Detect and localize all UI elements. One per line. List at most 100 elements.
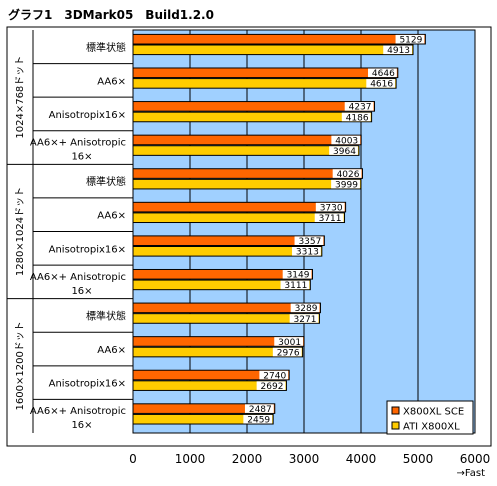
data-label-bg — [244, 404, 274, 413]
bar-ati-x800xl — [132, 44, 414, 56]
bar-x800xl-sce — [132, 235, 325, 246]
data-label-bg — [331, 179, 360, 189]
data-label: 3999 — [335, 180, 358, 190]
data-label: 3149 — [287, 271, 310, 281]
bar-x800xl-sce — [132, 101, 376, 112]
data-label: 3313 — [296, 248, 319, 258]
data-label-bg — [290, 303, 320, 313]
bar-x800xl-sce — [132, 302, 321, 314]
legend-label: ATI X800XL — [403, 422, 460, 433]
legend-swatch — [391, 421, 400, 430]
bar-ati-x800xl — [132, 78, 397, 89]
data-label: 5129 — [399, 36, 422, 46]
bar-x800xl-sce — [132, 33, 426, 45]
bar-x800xl-sce — [132, 336, 305, 347]
data-label: 2487 — [249, 405, 272, 415]
category-label: AA6× — [97, 345, 126, 356]
legend-label: X800XL SCE — [403, 407, 464, 418]
data-label-bg — [368, 68, 397, 78]
bar-ati-x800xl — [132, 212, 346, 224]
data-label-bg — [274, 337, 304, 346]
data-label-bg — [366, 79, 396, 88]
data-label: 4237 — [349, 103, 372, 113]
data-label-bg — [314, 213, 344, 223]
data-label: 2692 — [261, 382, 284, 392]
data-label: 2740 — [263, 371, 286, 381]
data-label-bg — [292, 247, 321, 256]
data-label-bg — [289, 314, 319, 323]
x-tick-label: 4000 — [346, 452, 377, 466]
category-label: Anisotropix16× — [49, 110, 126, 121]
bar-x800xl-sce — [132, 268, 313, 280]
x-tick-label: 5000 — [403, 452, 434, 466]
group-label: 1600×1200ドット — [15, 321, 26, 410]
data-label-bg — [256, 381, 286, 390]
data-label-bg — [329, 146, 358, 155]
group-label: 1024×768ドット — [15, 56, 26, 139]
category-label: AA6×+ Anisotropic — [30, 138, 126, 149]
data-label-bg — [395, 34, 425, 44]
bar-ati-x800xl — [132, 346, 304, 358]
bar-ati-x800xl — [132, 313, 320, 324]
bar-ati-x800xl — [132, 380, 287, 391]
data-label-bg — [341, 112, 371, 122]
legend-swatch — [391, 406, 400, 415]
bar-x800xl-sce — [132, 369, 290, 381]
bar-x800xl-sce — [132, 403, 276, 414]
category-label: 標準状態 — [86, 309, 126, 322]
data-label: 3357 — [298, 237, 321, 247]
group-label: 1280×1024ドット — [15, 187, 26, 276]
category-label: AA6×+ Anisotropic — [30, 272, 126, 283]
data-label: 3964 — [333, 147, 356, 157]
data-label: 3111 — [284, 281, 307, 291]
category-label-line2: 16× — [71, 420, 92, 431]
data-label: 3001 — [278, 338, 301, 348]
category-label: 標準状態 — [86, 175, 126, 188]
category-label: AA6× — [97, 211, 126, 222]
data-label: 3271 — [294, 315, 317, 325]
data-label: 4913 — [387, 46, 410, 56]
data-label: 3711 — [319, 214, 342, 224]
data-label: 4003 — [335, 136, 358, 146]
bar-ati-x800xl — [132, 178, 362, 190]
legend-box — [386, 400, 474, 435]
category-label: Anisotropix16× — [49, 244, 126, 255]
data-label-bg — [280, 280, 310, 290]
data-label: 2976 — [277, 348, 300, 358]
data-label: 4026 — [337, 170, 360, 180]
data-label: 3289 — [295, 304, 318, 314]
x-tick-label: 0 — [129, 452, 137, 466]
data-label: 4186 — [346, 113, 369, 123]
x-tick-label: 6000 — [460, 452, 491, 466]
x-tick-label: 2000 — [232, 452, 263, 466]
bar-ati-x800xl — [132, 279, 311, 291]
x-direction-label: →Fast — [457, 468, 486, 479]
category-label: AA6× — [97, 76, 126, 87]
data-label-bg — [383, 45, 413, 55]
category-label-line2: 16× — [71, 152, 92, 163]
data-label: 2459 — [247, 416, 270, 426]
bar-x800xl-sce — [132, 201, 347, 213]
category-label: 標準状態 — [86, 41, 126, 54]
data-label-bg — [315, 202, 345, 212]
category-label-line2: 16× — [71, 286, 92, 297]
x-tick-label: 1000 — [175, 452, 206, 466]
data-label: 3730 — [320, 203, 343, 213]
data-label-bg — [294, 236, 324, 245]
bar-ati-x800xl — [132, 246, 323, 257]
data-label-bg — [282, 269, 312, 279]
bar-x800xl-sce — [132, 168, 363, 179]
data-label-bg — [243, 414, 273, 424]
x-tick-label: 3000 — [289, 452, 320, 466]
bar-ati-x800xl — [132, 145, 360, 156]
bar-ati-x800xl — [132, 111, 373, 123]
category-label: Anisotropix16× — [49, 379, 126, 390]
data-label-bg — [332, 169, 362, 178]
data-label: 4616 — [370, 80, 393, 90]
data-label-bg — [344, 102, 374, 111]
data-label-bg — [259, 370, 289, 380]
data-label-bg — [331, 135, 361, 145]
category-label: AA6×+ Anisotropic — [30, 406, 126, 417]
